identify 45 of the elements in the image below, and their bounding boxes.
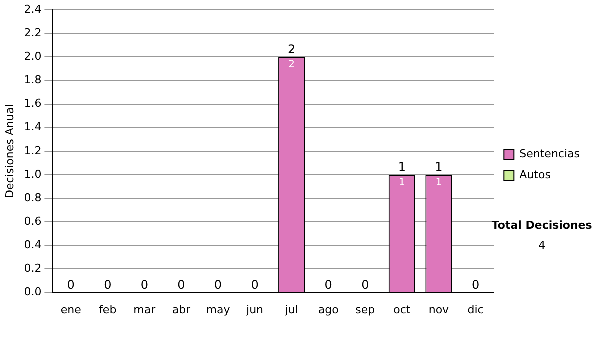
x-tick-label: feb — [99, 303, 117, 316]
y-tick-label: 0.4 — [24, 238, 42, 252]
y-tick-label: 0.6 — [24, 214, 42, 228]
y-tick-label: 2.0 — [24, 50, 42, 63]
annotation: Total Decisiones — [492, 218, 593, 232]
text: 4 — [538, 238, 546, 252]
legend-label: Sentencias — [520, 147, 580, 160]
total-label: 0 — [67, 278, 75, 292]
total-label: 0 — [214, 278, 222, 292]
y-tick-label: 1.4 — [24, 120, 42, 134]
data-label: 1 — [398, 178, 406, 189]
y-tick-label: 1.2 — [24, 144, 42, 158]
x-tick-label: ene — [60, 303, 82, 316]
x-tick-label: dic — [468, 303, 484, 316]
total-label: 0 — [362, 278, 370, 292]
y-tick-label: 0.2 — [24, 262, 42, 276]
total-label: 2 — [288, 42, 296, 56]
total-label: 0 — [104, 278, 112, 292]
data-label: 1 — [436, 178, 442, 189]
total-label: 0 — [178, 278, 186, 292]
x-tick-label: nov — [428, 303, 450, 316]
y-tick-label: 2.4 — [24, 2, 42, 16]
total-label: 1 — [398, 160, 406, 174]
x-tick-label: jun — [246, 303, 264, 316]
y-axis-title: Decisiones Anual — [3, 104, 16, 198]
y-tick-label: 0.8 — [24, 191, 42, 204]
total-label: 0 — [140, 278, 148, 292]
data-label: 2 — [288, 60, 296, 71]
x-tick-label: oct — [394, 303, 412, 316]
y-tick-label: 1.6 — [24, 97, 42, 110]
total-label: 0 — [251, 278, 259, 292]
y-tick-label: 0.0 — [24, 286, 42, 299]
x-tick-label: mar — [134, 303, 156, 316]
total-label: 0 — [472, 278, 480, 292]
legend-label: Autos — [520, 168, 552, 182]
x-tick-label: jul — [284, 303, 298, 316]
total-label: 1 — [435, 160, 443, 174]
total-label: 0 — [324, 278, 332, 292]
x-tick-label: may — [206, 303, 231, 316]
x-tick-label: ago — [318, 303, 340, 316]
y-tick-label: 1.8 — [24, 74, 42, 87]
x-tick-label: sep — [356, 303, 376, 316]
y-tick-label: 2.2 — [24, 26, 42, 40]
y-tick-label: 1.0 — [24, 168, 42, 181]
x-tick-label: abr — [172, 303, 192, 316]
